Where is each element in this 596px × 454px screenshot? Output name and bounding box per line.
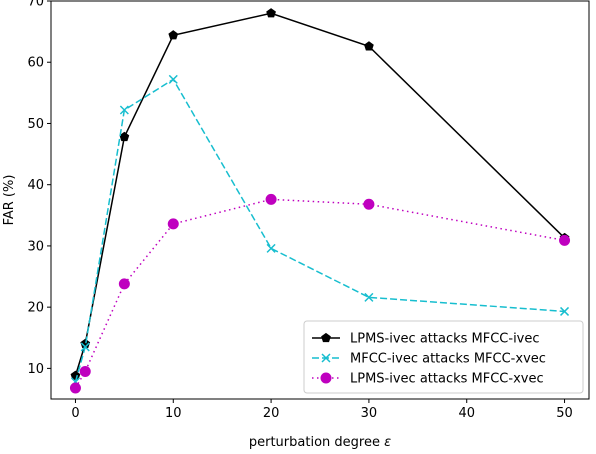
plot-area [69, 8, 571, 394]
data-point [560, 306, 570, 316]
x-tick-label: 30 [361, 406, 378, 421]
legend-label: LPMS-ivec attacks MFCC-xvec [350, 372, 544, 387]
data-point [79, 365, 91, 377]
legend-label: LPMS-ivec attacks MFCC-ivec [350, 332, 540, 347]
data-point [363, 198, 375, 210]
y-tick-label: 70 [27, 0, 44, 10]
x-tick-label: 50 [556, 406, 573, 421]
y-tick-label: 60 [27, 56, 44, 71]
legend-entry: LPMS-ivec attacks MFCC-xvec [312, 372, 544, 387]
x-tick-label: 0 [71, 406, 79, 421]
series-2 [70, 74, 570, 387]
legend-entry: LPMS-ivec attacks MFCC-ivec [312, 332, 540, 347]
x-axis: 0 10 20 30 40 50 [71, 399, 573, 421]
legend-marker [321, 353, 331, 363]
data-point [119, 105, 129, 115]
data-point [266, 243, 276, 253]
legend: LPMS-ivec attacks MFCC-ivec MFCC-ivec att… [303, 320, 584, 394]
epsilon-symbol: ε [384, 435, 391, 450]
x-tick-label: 20 [263, 406, 280, 421]
series-3 [69, 193, 571, 394]
legend-entry: MFCC-ivec attacks MFCC-xvec [312, 352, 546, 367]
data-point [167, 218, 179, 230]
x-axis-label: perturbation degree ε [249, 435, 391, 450]
data-point [266, 8, 276, 18]
data-point [265, 193, 277, 205]
y-tick-label: 30 [27, 239, 44, 254]
x-tick-label: 40 [458, 406, 475, 421]
y-axis: 10 20 30 40 50 60 70 [27, 0, 51, 377]
x-tick-label: 10 [165, 406, 182, 421]
legend-frame [303, 320, 584, 394]
data-point [80, 342, 90, 352]
data-point [69, 382, 81, 394]
legend-marker [321, 332, 331, 343]
data-point [118, 278, 130, 290]
data-point [364, 292, 374, 302]
y-axis-label: FAR (%) [2, 175, 17, 226]
data-point [168, 30, 179, 40]
data-point [119, 131, 130, 142]
legend-label: MFCC-ivec attacks MFCC-xvec [350, 352, 546, 367]
y-tick-label: 20 [27, 301, 44, 316]
data-point [168, 74, 178, 84]
axes-frame [50, 0, 590, 400]
legend-marker [320, 372, 332, 384]
data-point [559, 234, 571, 246]
y-tick-label: 40 [27, 178, 44, 193]
y-tick-label: 10 [27, 362, 44, 377]
data-point [364, 41, 374, 51]
y-tick-label: 50 [27, 117, 44, 132]
